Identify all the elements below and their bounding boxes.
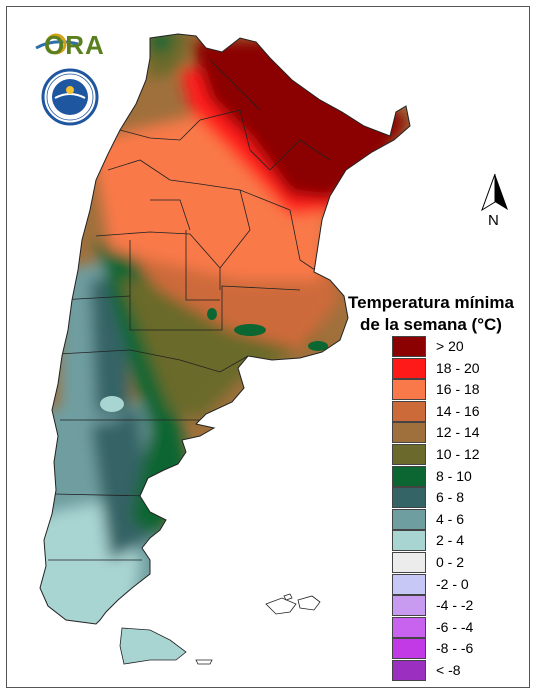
legend-swatch [392, 659, 426, 681]
legend-swatch [392, 595, 426, 617]
legend-range-label: 12 - 14 [436, 424, 480, 441]
legend-title-line2: de la semana (°C) [360, 315, 502, 334]
ora-logo: ORA [34, 28, 106, 62]
legend-swatch [392, 443, 426, 465]
legend-range-label: 2 - 4 [436, 532, 465, 549]
legend-range-label: -2 - 0 [436, 575, 469, 592]
legend-range-label: -6 - -4 [436, 618, 474, 635]
smn-seal [41, 68, 99, 126]
legend-swatch [392, 551, 426, 573]
legend-range-label: 10 - 12 [436, 445, 480, 462]
legend-range-label: 18 - 20 [436, 359, 480, 376]
legend-swatch [392, 638, 426, 660]
north-label: N [488, 212, 499, 229]
legend-range-label: 14 - 16 [436, 402, 480, 419]
legend-range-label: 16 - 18 [436, 381, 480, 398]
legend-range-label: 0 - 2 [436, 553, 465, 570]
legend-swatch [392, 336, 426, 357]
legend-swatch [392, 508, 426, 530]
legend-range-label: > 20 [436, 338, 464, 354]
legend-swatch [392, 400, 426, 422]
legend-range-label: 6 - 8 [436, 489, 465, 506]
legend-swatch [392, 616, 426, 638]
legend-swatch [392, 422, 426, 444]
legend-swatch [392, 487, 426, 509]
legend-range-label: < -8 [436, 661, 461, 678]
legend-range-label: 8 - 10 [436, 467, 472, 484]
north-arrow-icon [481, 173, 508, 212]
legend-range-label: 4 - 6 [436, 510, 465, 527]
legend-swatch [392, 530, 426, 552]
legend-title-line1: Temperatura mínima [348, 293, 514, 312]
ora-logo-text: ORA [44, 30, 105, 60]
legend-swatch [392, 573, 426, 595]
legend-range-label: -8 - -6 [436, 640, 474, 657]
province-boundaries [48, 59, 331, 561]
legend-swatch [392, 379, 426, 401]
malvinas-islands [265, 593, 321, 615]
country-outline [39, 33, 411, 625]
legend-swatch [392, 465, 426, 487]
tierra-del-fuego [119, 627, 187, 665]
staten-island [195, 659, 213, 665]
north-arrow: N [478, 172, 512, 232]
legend-range-label: -4 - -2 [436, 597, 474, 614]
legend-swatch [392, 357, 426, 379]
legend-title: Temperatura mínima de la semana (°C) [336, 292, 526, 336]
